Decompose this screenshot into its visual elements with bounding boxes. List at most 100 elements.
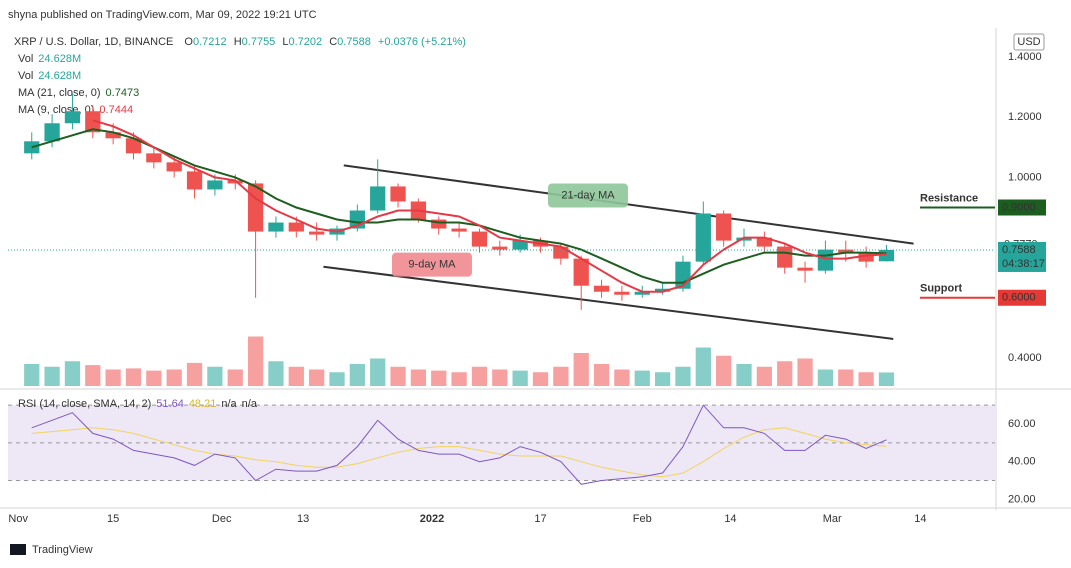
rsi-value: n/a	[242, 398, 258, 410]
ma-name: MA (9, close, 0)	[18, 104, 94, 116]
change: +0.0376 (+5.21%)	[378, 36, 466, 48]
volume-bar	[736, 364, 752, 386]
volume-bar	[166, 369, 182, 386]
volume-bar	[390, 366, 406, 386]
countdown: 04:38:17	[1002, 258, 1045, 270]
legend-row: MA (21, close, 0) 0.7473	[18, 87, 139, 99]
candle-body	[105, 132, 121, 139]
ma-annotation: 21-day MA	[561, 189, 615, 201]
currency: USD	[1017, 36, 1040, 48]
y-tick-label: 1.4000	[1008, 51, 1042, 63]
x-tick-label: Mar	[823, 513, 842, 525]
candle-body	[227, 180, 243, 184]
rsi-tick-label: 40.00	[1008, 456, 1036, 468]
rsi-name: RSI (14, close, SMA, 14, 2)	[18, 398, 151, 410]
ma-line	[92, 119, 887, 293]
candle-body	[716, 213, 732, 241]
candle-body	[125, 138, 142, 154]
ma-name: MA (21, close, 0)	[18, 87, 101, 99]
ma-line	[31, 128, 887, 284]
candle-body	[207, 180, 223, 190]
x-tick-label: Nov	[8, 513, 28, 525]
symbol: XRP / U.S. Dollar, 1D, BINANCE	[14, 36, 173, 48]
candle-body	[370, 186, 386, 211]
candle-body	[85, 111, 101, 133]
volume-bar	[207, 366, 223, 386]
volume-bar	[797, 358, 813, 386]
rsi-tick-label: 20.00	[1008, 493, 1036, 505]
currency-box	[1013, 33, 1045, 51]
ma-annotation: 9-day MA	[408, 259, 456, 271]
rsi-ma-line	[31, 427, 887, 478]
vol-value: 24.628M	[38, 53, 81, 65]
brand: TradingView	[32, 544, 93, 556]
volume-bar	[654, 372, 671, 386]
vol-value: 24.628M	[38, 70, 81, 82]
legend-row: XRP / U.S. Dollar, 1D, BINANCE O0.7212 H…	[14, 36, 466, 48]
volume-bar	[553, 366, 569, 386]
volume-bar	[532, 372, 549, 386]
candle-body	[64, 111, 81, 124]
volume-bar	[634, 370, 650, 386]
volume-bar	[85, 365, 101, 386]
volume-bar	[329, 372, 345, 386]
candle-body	[390, 186, 406, 202]
volume-bar	[471, 366, 488, 386]
rsi-value: 48.21	[189, 398, 217, 410]
candle-body	[695, 213, 711, 262]
x-tick-label: 15	[107, 513, 119, 525]
volume-bar	[614, 369, 630, 386]
volume-bar	[675, 366, 691, 386]
y-tick-label: 0.4000	[1008, 352, 1042, 364]
candle-body	[736, 237, 752, 241]
ma-value: 0.7473	[106, 87, 140, 99]
volume-bar	[716, 355, 732, 386]
rsi-tick-label: 60.00	[1008, 418, 1036, 430]
vol-name: Vol	[18, 70, 33, 82]
volume-bar	[777, 361, 793, 386]
candle-body	[44, 123, 60, 142]
candle-body	[166, 162, 182, 172]
level-box	[998, 289, 1046, 306]
volume-bar	[492, 369, 508, 386]
candle-body	[654, 288, 671, 292]
candle-body	[878, 249, 895, 262]
rsi-value: 51.64	[156, 398, 184, 410]
volume-bar	[349, 364, 365, 386]
volume-bar	[451, 372, 467, 386]
ohlc-key: C	[329, 36, 337, 48]
volume-bar	[573, 353, 589, 386]
volume-bar	[105, 369, 121, 386]
level-label: 0.6000	[1002, 292, 1036, 304]
volume-bar	[878, 372, 895, 386]
candle-body	[309, 231, 325, 235]
last-price-label: 0.7588	[1002, 244, 1036, 256]
volume-bar	[512, 370, 528, 386]
volume-bar	[186, 362, 203, 386]
volume-bar	[64, 361, 81, 386]
trend-line	[343, 164, 914, 245]
candle-body	[512, 240, 528, 250]
vol-name: Vol	[18, 53, 33, 65]
publisher: shyna published on TradingView.com, Mar …	[8, 9, 317, 21]
level-name: Resistance	[920, 192, 978, 204]
volume-bar	[410, 369, 427, 386]
candle-body	[614, 291, 630, 295]
x-tick-label: Dec	[212, 513, 232, 525]
candle-body	[817, 249, 834, 271]
x-tick-label: 17	[534, 513, 546, 525]
ma-annotation-box	[547, 183, 628, 208]
volume-bar	[125, 368, 142, 386]
volume-bar	[817, 369, 834, 386]
ohlc-key: H	[234, 36, 242, 48]
volume-bar	[268, 361, 284, 386]
volume-bar	[370, 358, 386, 386]
candle-body	[838, 249, 854, 253]
candle-body	[797, 267, 813, 271]
volume-bar	[247, 336, 264, 386]
ma-annotation-box	[391, 252, 472, 277]
x-tick-label: 14	[914, 513, 926, 525]
logo: TradingView	[10, 544, 93, 556]
candle-body	[146, 153, 162, 163]
legend-row: Vol 24.628M	[18, 53, 81, 65]
